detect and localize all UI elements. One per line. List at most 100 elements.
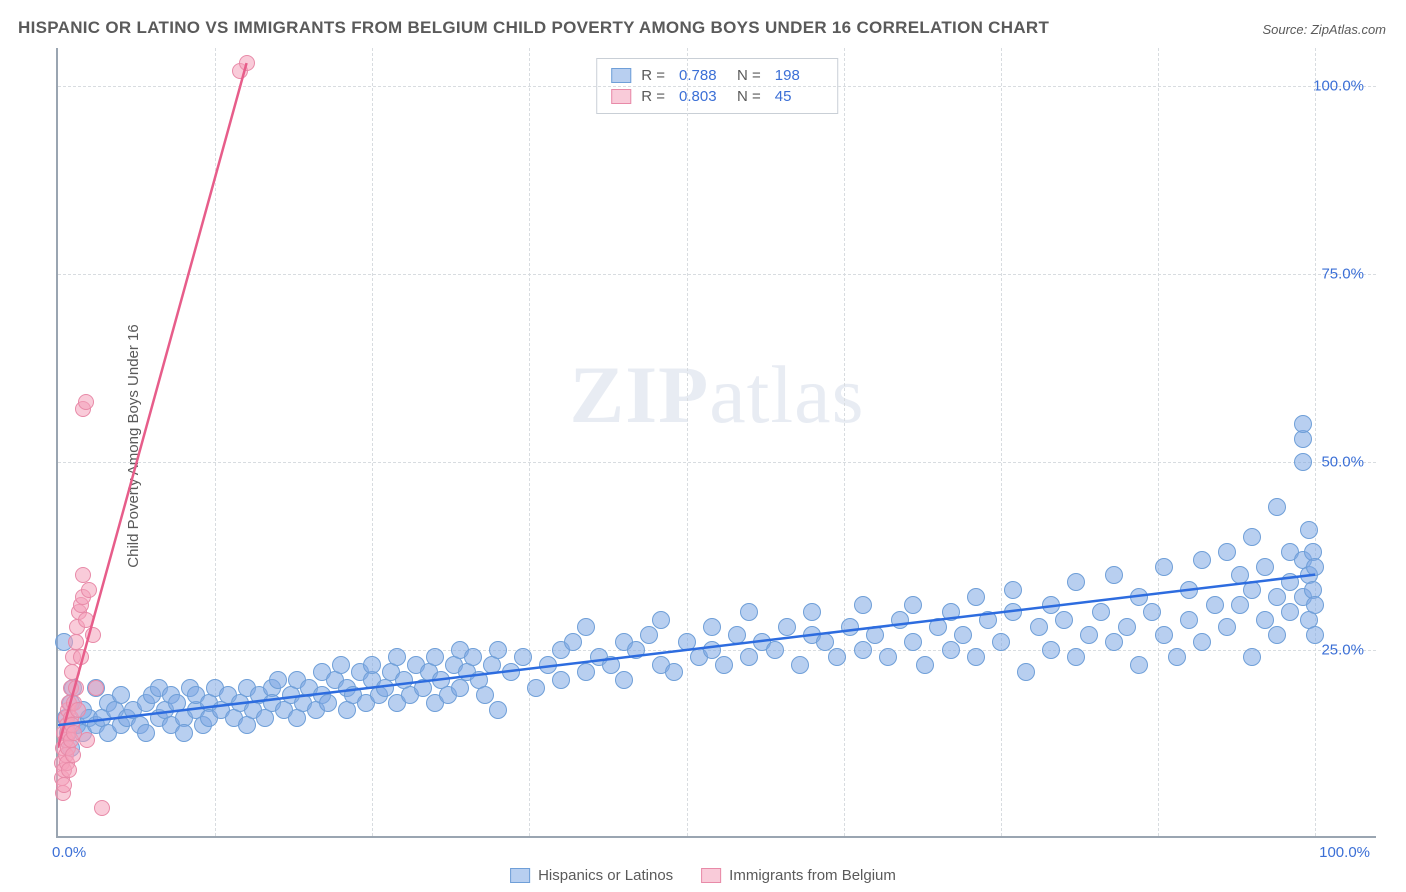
- data-point: [1105, 566, 1123, 584]
- legend-label: Hispanics or Latinos: [538, 867, 673, 884]
- data-point: [577, 663, 595, 681]
- data-point: [615, 671, 633, 689]
- y-tick-label: 75.0%: [1321, 265, 1364, 282]
- data-point: [854, 596, 872, 614]
- data-point: [703, 641, 721, 659]
- gridline-h: [58, 462, 1376, 463]
- x-tick-label: 100.0%: [1319, 844, 1370, 861]
- data-point: [332, 656, 350, 674]
- gridline-h: [58, 274, 1376, 275]
- swatch-pink-icon: [611, 89, 631, 104]
- data-point: [1294, 415, 1312, 433]
- data-point: [1243, 528, 1261, 546]
- legend-item-hispanic: Hispanics or Latinos: [510, 867, 673, 884]
- data-point: [979, 611, 997, 629]
- data-point: [1067, 648, 1085, 666]
- data-point: [1256, 611, 1274, 629]
- data-point: [68, 680, 84, 696]
- data-point: [514, 648, 532, 666]
- data-point: [577, 618, 595, 636]
- data-point: [791, 656, 809, 674]
- data-point: [1042, 596, 1060, 614]
- data-point: [1042, 641, 1060, 659]
- data-point: [1206, 596, 1224, 614]
- data-point: [85, 627, 101, 643]
- data-point: [68, 634, 84, 650]
- data-point: [1067, 573, 1085, 591]
- data-point: [740, 648, 758, 666]
- data-point: [137, 724, 155, 742]
- data-point: [78, 612, 94, 628]
- data-point: [916, 656, 934, 674]
- data-point: [1306, 558, 1324, 576]
- data-point: [1218, 618, 1236, 636]
- data-point: [841, 618, 859, 636]
- x-tick-label: 0.0%: [52, 844, 86, 861]
- chart-title: HISPANIC OR LATINO VS IMMIGRANTS FROM BE…: [18, 18, 1049, 38]
- data-point: [175, 724, 193, 742]
- data-point: [992, 633, 1010, 651]
- data-point: [891, 611, 909, 629]
- data-point: [1268, 626, 1286, 644]
- data-point: [1092, 603, 1110, 621]
- data-point: [904, 596, 922, 614]
- legend-item-belgium: Immigrants from Belgium: [701, 867, 896, 884]
- data-point: [1243, 648, 1261, 666]
- gridline-h: [58, 86, 1376, 87]
- data-point: [239, 55, 255, 71]
- data-point: [1281, 573, 1299, 591]
- data-point: [489, 701, 507, 719]
- gridline-v: [1001, 48, 1002, 836]
- source-attribution: Source: ZipAtlas.com: [1262, 22, 1386, 37]
- data-point: [112, 686, 130, 704]
- data-point: [1143, 603, 1161, 621]
- data-point: [803, 603, 821, 621]
- data-point: [502, 663, 520, 681]
- data-point: [766, 641, 784, 659]
- data-point: [1155, 558, 1173, 576]
- data-point: [527, 679, 545, 697]
- data-point: [904, 633, 922, 651]
- data-point: [1080, 626, 1098, 644]
- data-point: [1306, 596, 1324, 614]
- data-point: [363, 656, 381, 674]
- data-point: [73, 649, 89, 665]
- data-point: [269, 671, 287, 689]
- data-point: [1193, 633, 1211, 651]
- data-point: [1281, 603, 1299, 621]
- data-point: [640, 626, 658, 644]
- data-point: [476, 686, 494, 704]
- data-point: [1180, 611, 1198, 629]
- data-point: [942, 603, 960, 621]
- data-point: [1300, 521, 1318, 539]
- data-point: [539, 656, 557, 674]
- data-point: [1155, 626, 1173, 644]
- legend-row-belgium: R = 0.803 N = 45: [611, 86, 823, 107]
- data-point: [1105, 633, 1123, 651]
- data-point: [88, 680, 104, 696]
- series-legend: Hispanics or Latinos Immigrants from Bel…: [510, 867, 896, 884]
- data-point: [1017, 663, 1035, 681]
- data-point: [1130, 588, 1148, 606]
- data-point: [1268, 498, 1286, 516]
- data-point: [1130, 656, 1148, 674]
- swatch-blue-icon: [611, 68, 631, 83]
- data-point: [728, 626, 746, 644]
- data-point: [564, 633, 582, 651]
- data-point: [61, 762, 77, 778]
- gridline-v: [1158, 48, 1159, 836]
- data-point: [929, 618, 947, 636]
- data-point: [740, 603, 758, 621]
- data-point: [967, 588, 985, 606]
- watermark: ZIPatlas: [570, 348, 865, 442]
- data-point: [703, 618, 721, 636]
- y-tick-label: 50.0%: [1321, 453, 1364, 470]
- data-point: [75, 567, 91, 583]
- swatch-pink-icon: [701, 868, 721, 883]
- gridline-v: [844, 48, 845, 836]
- y-tick-label: 25.0%: [1321, 641, 1364, 658]
- data-point: [65, 747, 81, 763]
- data-point: [1180, 581, 1198, 599]
- y-tick-label: 100.0%: [1313, 77, 1364, 94]
- data-point: [94, 800, 110, 816]
